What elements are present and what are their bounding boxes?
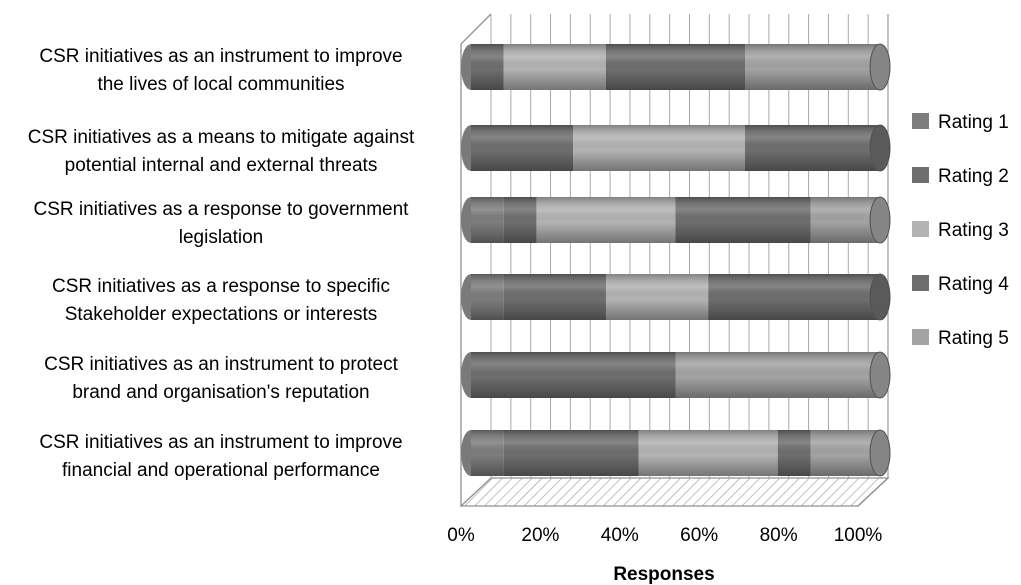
- bar-left-cap: [461, 274, 471, 320]
- legend-item: Rating 5: [912, 328, 1009, 349]
- legend-label: Rating 4: [938, 274, 1009, 295]
- legend-swatch: [912, 329, 929, 345]
- chart-floor: [459, 477, 890, 507]
- legend-label: Rating 3: [938, 220, 1009, 241]
- x-tick-label: 60%: [680, 525, 718, 546]
- legend-swatch: [912, 275, 929, 291]
- bars: [461, 43, 891, 477]
- bar-shading: [471, 197, 880, 243]
- bar-end-cap: [869, 196, 891, 244]
- bar-group: [461, 429, 891, 477]
- bar-left-cap: [461, 197, 471, 243]
- category-label: CSR initiatives as an instrument to impr…: [39, 432, 402, 481]
- category-label: CSR initiatives as an instrument to prot…: [44, 354, 398, 403]
- category-label: CSR initiatives as a means to mitigate a…: [28, 127, 415, 176]
- x-tick-label: 40%: [601, 525, 639, 546]
- bar-left-cap: [461, 430, 471, 476]
- bar-group: [461, 124, 891, 172]
- bar-end-cap: [869, 124, 891, 172]
- legend-item: Rating 4: [912, 274, 1009, 295]
- category-label-line: the lives of local communities: [97, 74, 344, 95]
- bar-shading: [471, 125, 880, 171]
- bar-shading: [471, 274, 880, 320]
- bar-shading: [471, 44, 880, 90]
- category-label-line: CSR initiatives as a response to governm…: [34, 199, 410, 220]
- legend-item: Rating 1: [912, 112, 1009, 133]
- bar-shading: [471, 352, 880, 398]
- bar-end-cap: [869, 429, 891, 477]
- legend-label: Rating 1: [938, 112, 1009, 133]
- legend-swatch: [912, 113, 929, 129]
- bar-end-cap: [869, 43, 891, 91]
- bar-group: [461, 43, 891, 91]
- x-tick-label: 100%: [834, 525, 883, 546]
- bar-end-cap-shade: [870, 197, 890, 243]
- bar-shading: [471, 430, 880, 476]
- category-label: CSR initiatives as a response to governm…: [34, 199, 410, 248]
- x-axis-title: Responses: [613, 564, 714, 585]
- x-tick-label: 0%: [447, 525, 475, 546]
- bar-end-cap-shade: [870, 274, 890, 320]
- legend-swatch: [912, 167, 929, 183]
- category-label-line: CSR initiatives as a means to mitigate a…: [28, 127, 415, 148]
- x-axis-ticks: 0% 20% 40% 60% 80% 100%: [447, 525, 882, 546]
- legend-item: Rating 3: [912, 220, 1009, 241]
- gridlines: [490, 14, 889, 478]
- legend-swatch: [912, 221, 929, 237]
- bar-group: [461, 196, 891, 244]
- category-label-line: potential internal and external threats: [65, 155, 378, 176]
- x-tick-label: 20%: [521, 525, 559, 546]
- legend-label: Rating 2: [938, 166, 1009, 187]
- category-label-line: financial and operational performance: [62, 460, 380, 481]
- chart-left-wall: [460, 13, 492, 506]
- bar-end-cap: [869, 351, 891, 399]
- bar-end-cap-shade: [870, 125, 890, 171]
- category-label-line: brand and organisation's reputation: [72, 382, 369, 403]
- x-tick-label: 80%: [760, 525, 798, 546]
- bar-left-cap: [461, 125, 471, 171]
- bar-end-cap-shade: [870, 430, 890, 476]
- category-labels: CSR initiatives as an instrument to impr…: [28, 46, 415, 481]
- category-label-line: CSR initiatives as an instrument to prot…: [44, 354, 398, 375]
- bar-end-cap: [869, 273, 891, 321]
- category-label-line: CSR initiatives as an instrument to impr…: [39, 46, 402, 67]
- legend: Rating 1 Rating 2 Rating 3 Rating 4 Rating 5: [912, 112, 1009, 349]
- bar-group: [461, 351, 891, 399]
- category-label-line: Stakeholder expectations or interests: [65, 304, 378, 325]
- bar-left-cap: [461, 352, 471, 398]
- legend-item: Rating 2: [912, 166, 1009, 187]
- bar-end-cap-shade: [870, 44, 890, 90]
- category-label: CSR initiatives as an instrument to impr…: [39, 46, 402, 95]
- category-label-line: CSR initiatives as an instrument to impr…: [39, 432, 402, 453]
- legend-label: Rating 5: [938, 328, 1009, 349]
- bar-left-cap: [461, 44, 471, 90]
- bar-end-cap-shade: [870, 352, 890, 398]
- category-label-line: CSR initiatives as a response to specifi…: [52, 276, 390, 297]
- category-label-line: legislation: [179, 227, 264, 248]
- bar-group: [461, 273, 891, 321]
- category-label: CSR initiatives as a response to specifi…: [52, 276, 390, 325]
